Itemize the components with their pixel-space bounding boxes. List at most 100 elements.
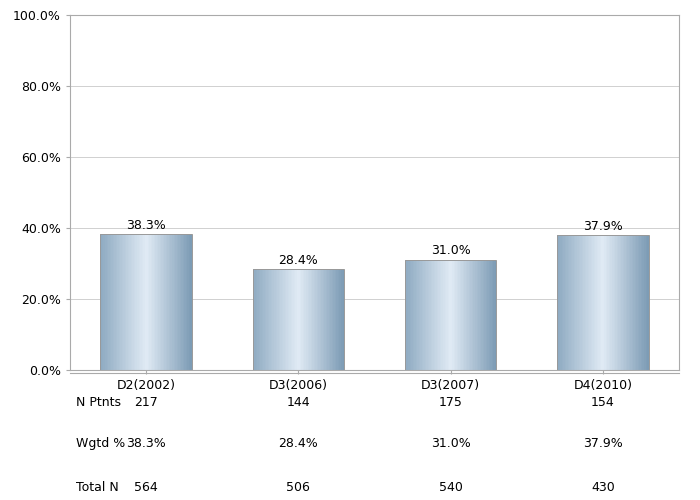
Bar (420, 260, 421, 370)
Text: 217: 217 (134, 396, 158, 409)
Bar (584, 236, 586, 370)
Bar (411, 260, 412, 370)
Bar (647, 236, 648, 370)
Bar (154, 234, 155, 370)
Bar (410, 260, 411, 370)
Bar (569, 236, 571, 370)
Bar (300, 269, 302, 370)
Bar (340, 269, 341, 370)
Bar (557, 236, 649, 370)
Bar (449, 260, 451, 370)
Bar (634, 236, 635, 370)
Bar (645, 236, 647, 370)
Bar (565, 236, 566, 370)
Text: N Ptnts: N Ptnts (76, 396, 121, 409)
Bar (598, 236, 600, 370)
Bar (163, 234, 164, 370)
Bar (491, 260, 494, 370)
Bar (178, 234, 180, 370)
Bar (309, 269, 311, 370)
Bar (293, 269, 294, 370)
Bar (286, 269, 288, 370)
Bar (635, 236, 636, 370)
Bar (594, 236, 595, 370)
Bar (262, 269, 263, 370)
Bar (130, 234, 131, 370)
Bar (123, 234, 125, 370)
Text: Total N: Total N (76, 481, 119, 494)
Bar (288, 269, 289, 370)
Bar (176, 234, 178, 370)
Bar (271, 269, 272, 370)
Bar (143, 234, 145, 370)
Bar (280, 269, 281, 370)
Bar (428, 260, 429, 370)
Bar (148, 234, 149, 370)
Bar (627, 236, 629, 370)
Bar (595, 236, 597, 370)
Bar (444, 260, 446, 370)
Bar (597, 236, 598, 370)
Bar (106, 234, 108, 370)
Bar (335, 269, 337, 370)
Bar (608, 236, 609, 370)
Bar (298, 269, 300, 370)
Bar (189, 234, 190, 370)
Bar (113, 234, 114, 370)
Text: 37.9%: 37.9% (583, 220, 623, 233)
Bar (318, 269, 320, 370)
Bar (265, 269, 267, 370)
Bar (636, 236, 638, 370)
Bar (270, 269, 271, 370)
Bar (304, 269, 306, 370)
Bar (560, 236, 562, 370)
Bar (136, 234, 137, 370)
Bar (478, 260, 480, 370)
Bar (320, 269, 321, 370)
Bar (149, 234, 150, 370)
Bar (122, 234, 123, 370)
Bar (167, 234, 169, 370)
Bar (490, 260, 491, 370)
Bar (571, 236, 573, 370)
Bar (603, 236, 604, 370)
Bar (337, 269, 338, 370)
Text: Wgtd %: Wgtd % (76, 437, 125, 450)
Bar (253, 269, 254, 370)
Bar (253, 269, 344, 370)
Bar (419, 260, 420, 370)
Bar (486, 260, 487, 370)
Bar (475, 260, 477, 370)
Bar (132, 234, 134, 370)
Bar (629, 236, 630, 370)
Bar (268, 269, 270, 370)
Bar (312, 269, 314, 370)
Bar (285, 269, 286, 370)
Bar (434, 260, 435, 370)
Bar (582, 236, 583, 370)
Bar (573, 236, 574, 370)
Bar (580, 236, 582, 370)
Bar (433, 260, 434, 370)
Bar (425, 260, 426, 370)
Bar (480, 260, 481, 370)
Bar (314, 269, 315, 370)
Text: 28.4%: 28.4% (279, 437, 318, 450)
Bar (146, 234, 148, 370)
Bar (589, 236, 591, 370)
Bar (141, 234, 143, 370)
Bar (456, 260, 459, 370)
Bar (494, 260, 495, 370)
Text: 175: 175 (439, 396, 463, 409)
Bar (180, 234, 181, 370)
Bar (326, 269, 328, 370)
Bar (405, 260, 407, 370)
Bar (405, 260, 496, 370)
Bar (125, 234, 126, 370)
Text: 28.4%: 28.4% (279, 254, 318, 266)
Bar (566, 236, 568, 370)
Bar (302, 269, 303, 370)
Bar (463, 260, 464, 370)
Bar (630, 236, 632, 370)
Bar (617, 236, 618, 370)
